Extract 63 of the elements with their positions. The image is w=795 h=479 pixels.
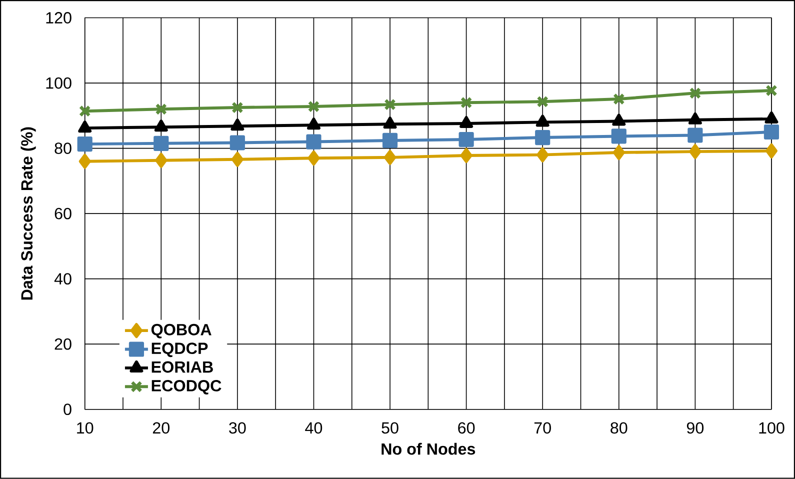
point xyxy=(765,143,778,159)
x-tick-label: 90 xyxy=(686,422,704,434)
point xyxy=(689,87,702,100)
x-tick-label: 20 xyxy=(152,422,170,434)
point xyxy=(611,128,626,144)
y-tick-label: 20 xyxy=(54,338,72,350)
point xyxy=(460,116,474,128)
point xyxy=(689,144,702,160)
x-tick-label: 100 xyxy=(759,422,784,434)
point xyxy=(155,103,168,116)
x-tick-label: 30 xyxy=(229,422,246,434)
x-tick-label: 70 xyxy=(534,422,551,434)
y-tick-label: 120 xyxy=(46,12,72,24)
point xyxy=(154,136,169,152)
point xyxy=(231,152,244,168)
point xyxy=(306,134,322,150)
legend-label: EORIAB xyxy=(152,361,213,373)
legend-label: QOBOA xyxy=(151,324,212,338)
point xyxy=(78,120,92,133)
x-tick-label: 60 xyxy=(458,422,475,434)
x-tick-label: 10 xyxy=(77,422,94,434)
point xyxy=(764,124,780,140)
point xyxy=(460,96,472,109)
legend-label: ECODQC xyxy=(152,380,222,395)
point xyxy=(688,112,702,124)
point xyxy=(230,118,244,131)
y-tick-label: 80 xyxy=(54,142,72,154)
y-tick-label: 100 xyxy=(46,77,72,89)
x-tick-label: 40 xyxy=(305,422,322,434)
point xyxy=(155,152,168,168)
point xyxy=(308,150,320,166)
x-tick-label: 50 xyxy=(382,422,398,434)
point xyxy=(766,84,778,97)
x-axis-title: No of Nodes xyxy=(382,442,476,455)
point xyxy=(764,111,778,124)
point xyxy=(78,105,91,118)
point xyxy=(536,96,548,108)
point xyxy=(384,150,396,166)
y-tick-label: 40 xyxy=(54,273,72,285)
point xyxy=(458,132,474,148)
y-tick-label: 60 xyxy=(54,208,72,220)
legend-label: EQDCP xyxy=(152,342,208,358)
point xyxy=(77,136,92,152)
point xyxy=(382,132,398,148)
y-tick-label: 0 xyxy=(64,404,72,416)
point xyxy=(78,154,91,169)
point xyxy=(688,128,703,143)
point xyxy=(536,147,549,162)
point xyxy=(384,98,396,111)
point xyxy=(308,100,320,112)
point xyxy=(383,116,397,129)
point xyxy=(612,114,626,126)
point xyxy=(232,102,244,114)
point xyxy=(535,130,550,146)
point xyxy=(154,120,168,132)
point xyxy=(230,135,245,150)
point xyxy=(536,114,550,127)
x-tick-label: 80 xyxy=(610,422,628,434)
point xyxy=(306,118,320,130)
point xyxy=(460,148,472,164)
point xyxy=(612,145,625,160)
y-axis-title: Data Success Rate (%) xyxy=(20,127,36,300)
point xyxy=(612,93,625,105)
